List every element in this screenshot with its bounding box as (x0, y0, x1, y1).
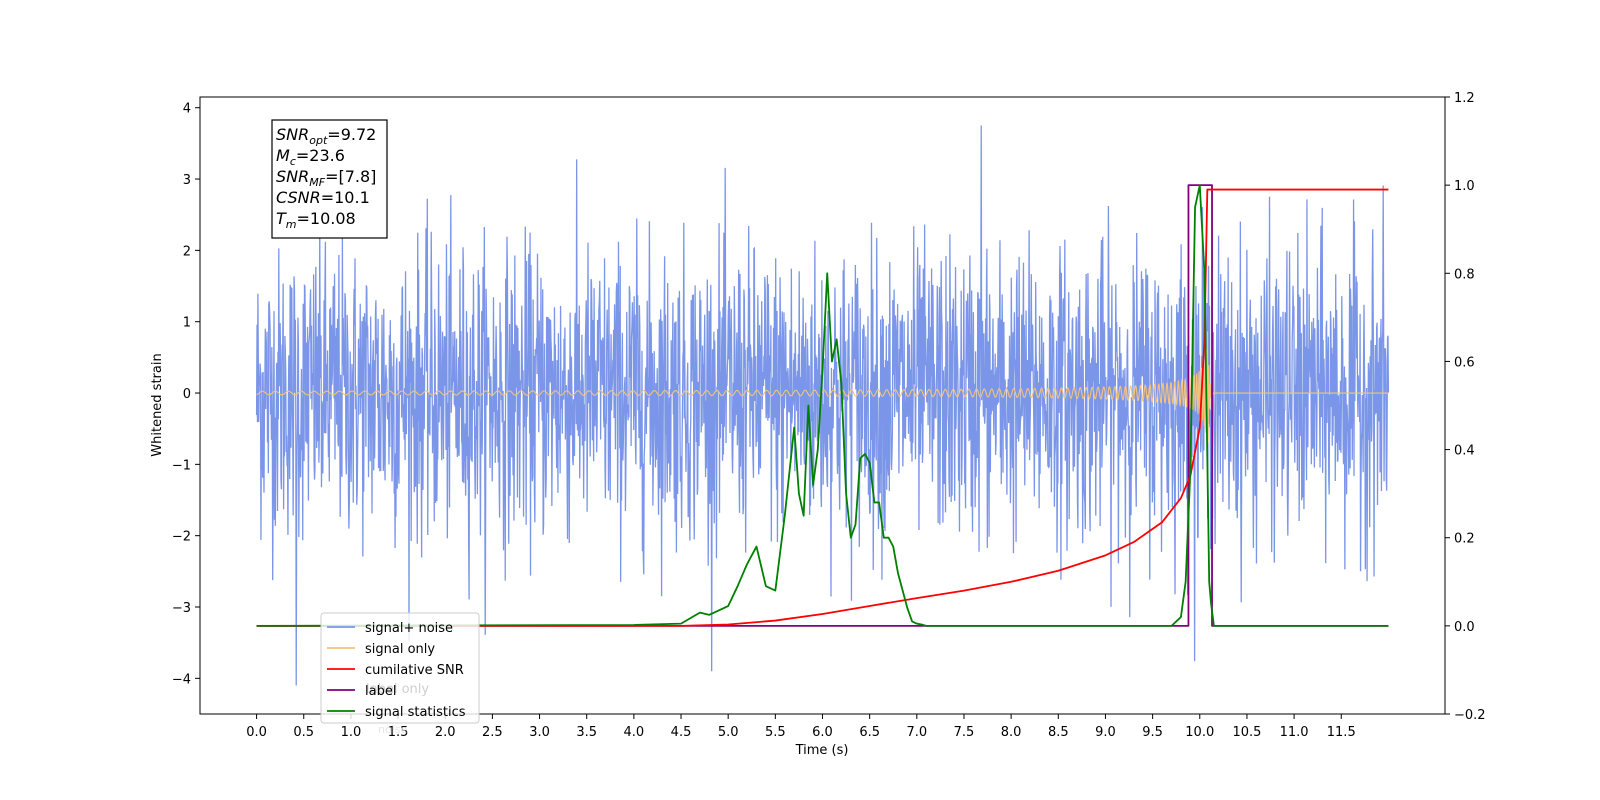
annotation-frame (271, 119, 388, 239)
legend-label: signal only (365, 642, 435, 657)
x-tick-label: 1.0 (341, 725, 362, 740)
y-left-tick-label: 0 (183, 387, 191, 402)
x-tick-label: 5.0 (718, 725, 739, 740)
annotation-line: Tm=10.08 (276, 209, 356, 231)
x-tick-label: 7.5 (954, 725, 975, 740)
annotation-line: CSNR=10.1 (276, 188, 370, 207)
x-tick-label: 2.5 (482, 725, 503, 740)
y-right-tick-label: −0.2 (1454, 708, 1486, 723)
x-tick-label: 0.0 (246, 725, 267, 740)
axes-frame (199, 96, 1446, 715)
series-signal-statistics (256, 184, 1389, 627)
x-tick-label: 2.0 (435, 725, 456, 740)
legend-overlap-text: label only (366, 682, 429, 697)
x-tick-label: 4.0 (624, 725, 645, 740)
series-cumulative-snr (256, 188, 1389, 627)
y-right-tick-label: 0.0 (1454, 620, 1475, 635)
y-left-tick-label: −3 (172, 601, 191, 616)
legend-overlap-text-2: noise (378, 723, 407, 736)
x-tick-label: 5.5 (765, 725, 786, 740)
annotation-line: SNRMF=[7.8] (276, 167, 376, 189)
legend-box (320, 612, 480, 724)
tick-layer: 0.0 0.5 1.0 1.5 2.0 2.5 3.0 3.5 4.0 4.5 5.0 5.5 6.0 6… (172, 91, 1486, 740)
x-tick-label: 3.5 (576, 725, 597, 740)
x-tick-label: 10.5 (1232, 725, 1261, 740)
y-right-tick-label: 0.4 (1454, 444, 1475, 459)
x-tick-label: 10.0 (1185, 725, 1214, 740)
x-tick-label: 8.0 (1001, 725, 1022, 740)
y-right-tick-label: 0.6 (1454, 355, 1475, 370)
x-tick-label: 8.5 (1048, 725, 1069, 740)
x-tick-label: 7.0 (906, 725, 927, 740)
y-right-tick-label: 0.2 (1454, 532, 1475, 547)
y-left-tick-label: −2 (172, 530, 191, 545)
x-tick-label: 6.0 (812, 725, 833, 740)
legend-label: signal statistics (365, 705, 466, 720)
legend-label: signal+ noise (365, 621, 453, 636)
x-tick-label: 9.0 (1095, 725, 1116, 740)
y-left-tick-label: 1 (183, 316, 191, 331)
x-axis-label: Time (s) (795, 743, 849, 758)
x-tick-label: 3.0 (529, 725, 550, 740)
series-signal-only (256, 331, 1389, 448)
y-right-tick-label: 1.2 (1454, 91, 1475, 106)
y-right-tick-label: 1.0 (1454, 179, 1475, 194)
plot-area (255, 125, 1390, 686)
y-left-tick-label: 2 (183, 244, 191, 259)
y-right-tick-label: 0.8 (1454, 267, 1475, 282)
y-left-tick-label: −1 (172, 458, 191, 473)
x-tick-label: 11.5 (1327, 725, 1356, 740)
x-tick-label: 9.5 (1142, 725, 1163, 740)
y-left-tick-label: 4 (183, 102, 191, 117)
annotation-line: SNRopt=9.72 (276, 125, 376, 147)
x-tick-label: 0.5 (293, 725, 314, 740)
x-tick-label: 4.5 (671, 725, 692, 740)
legend-label: label (365, 684, 396, 699)
x-tick-label: 6.5 (859, 725, 880, 740)
annotation-line: Mc=23.6 (276, 146, 345, 168)
y-axis-label-left: Whitened strain (150, 353, 165, 456)
legend-label: cumilative SNR (365, 663, 464, 678)
y-left-tick-label: −4 (172, 672, 191, 687)
x-tick-label: 1.5 (388, 725, 409, 740)
x-tick-label: 11.0 (1280, 725, 1309, 740)
y-left-tick-label: 3 (183, 173, 191, 188)
